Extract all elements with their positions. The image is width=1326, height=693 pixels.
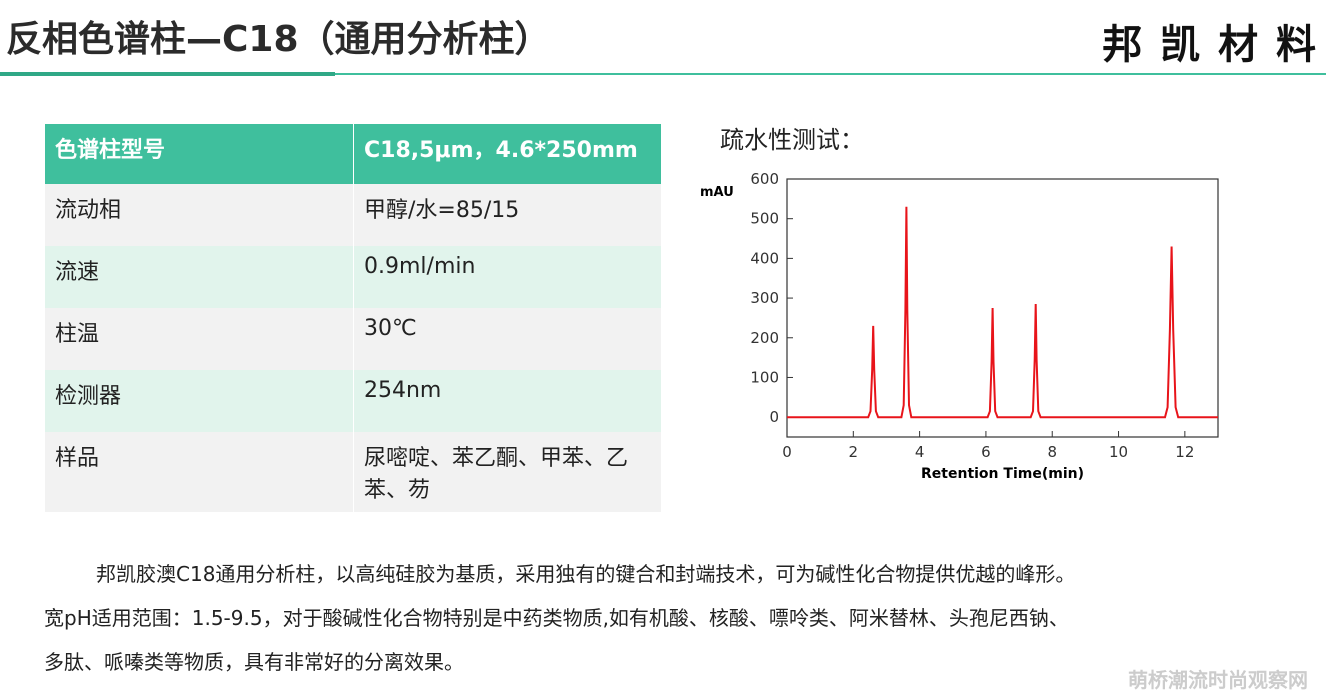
rule-accent — [0, 72, 335, 76]
table-row: 柱温 30℃ — [45, 308, 662, 370]
x-axis-label: Retention Time(min) — [921, 466, 1084, 482]
x-tick-label: 0 — [782, 443, 792, 461]
body-line: 宽pH适用范围：1.5-9.5，对于酸碱性化合物特别是中药类物质,如有机酸、核酸… — [44, 606, 1069, 630]
y-tick-label: 100 — [750, 368, 779, 386]
table-cell: 甲醇/水=85/15 — [353, 184, 662, 246]
x-tick-label: 2 — [849, 443, 859, 461]
table-cell: 柱温 — [45, 308, 354, 370]
x-tick-label: 8 — [1047, 443, 1057, 461]
table-cell: 色谱柱型号 — [45, 124, 354, 184]
chart-title: 疏水性测试： — [720, 126, 864, 154]
y-tick-label: 400 — [750, 249, 779, 267]
x-tick-label: 6 — [981, 443, 991, 461]
brand: 邦 凯 材 料 — [1102, 22, 1318, 68]
table-cell: C18,5μm，4.6*250mm — [353, 124, 662, 184]
table-row: 流速 0.9ml/min — [45, 246, 662, 308]
y-tick-label: 200 — [750, 329, 779, 347]
body-text: 邦凯胶澳C18通用分析柱，以高纯硅胶为基质，采用独有的键合和封端技术，可为碱性化… — [44, 552, 1075, 684]
x-tick-label: 12 — [1175, 443, 1194, 461]
table-row: 样品 尿嘧啶、苯乙酮、甲苯、乙苯、芴 — [45, 432, 662, 512]
x-tick-label: 4 — [915, 443, 925, 461]
table-row: 色谱柱型号 C18,5μm，4.6*250mm — [45, 124, 662, 184]
table-cell: 30℃ — [353, 308, 662, 370]
spec-table: 色谱柱型号 C18,5μm，4.6*250mm 流动相 甲醇/水=85/15 流速 0.9… — [45, 124, 662, 512]
trace — [787, 206, 1218, 419]
plot-frame — [786, 178, 1219, 438]
table-cell: 254nm — [353, 370, 662, 432]
y-axis-label: mAU — [700, 185, 734, 200]
watermark: 萌桥潮流时尚观察网 — [1128, 668, 1308, 692]
table-cell: 0.9ml/min — [353, 246, 662, 308]
title: 反相色谱柱—C18（通用分析柱） — [6, 19, 551, 60]
body-line: 多肽、哌嗪类等物质，具有非常好的分离效果。 — [44, 650, 464, 674]
table-cell: 流速 — [45, 246, 354, 308]
x-tick-label: 10 — [1109, 443, 1128, 461]
rule — [0, 73, 1326, 75]
table-row: 检测器 254nm — [45, 370, 662, 432]
table-cell: 检测器 — [45, 370, 354, 432]
table-cell: 样品 — [45, 432, 354, 512]
table-cell: 尿嘧啶、苯乙酮、甲苯、乙苯、芴 — [353, 432, 662, 512]
y-tick-label: 0 — [769, 408, 779, 426]
body-line: 邦凯胶澳C18通用分析柱，以高纯硅胶为基质，采用独有的键合和封端技术，可为碱性化… — [96, 562, 1076, 586]
y-tick-label: 600 — [750, 170, 779, 188]
y-tick-label: 300 — [750, 289, 779, 307]
table-cell: 流动相 — [45, 184, 354, 246]
table-row: 流动相 甲醇/水=85/15 — [45, 184, 662, 246]
y-tick-label: 500 — [750, 210, 779, 228]
